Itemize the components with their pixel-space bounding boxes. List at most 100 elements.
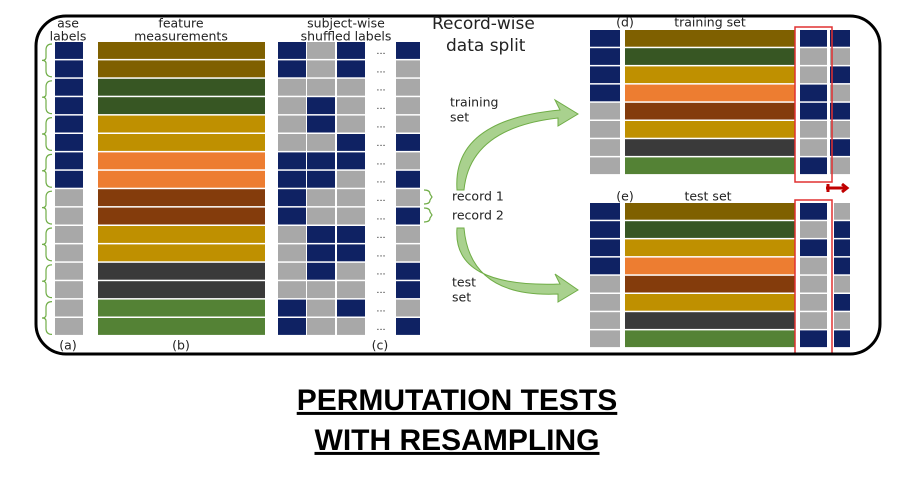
arrow-label: test	[452, 275, 476, 290]
shuffled-cell	[278, 60, 306, 78]
feature-row	[98, 299, 265, 317]
shuffled-cell	[307, 170, 335, 188]
shuffled-cell	[278, 42, 306, 59]
ellipsis: ...	[376, 247, 385, 259]
header: labels	[50, 29, 87, 44]
feature-row	[625, 30, 795, 47]
feature-row	[98, 281, 265, 299]
brace	[41, 153, 53, 188]
shuffled-cell	[278, 318, 306, 335]
shuffled-cell	[337, 115, 365, 133]
caption: PERMUTATION TESTS	[297, 384, 618, 417]
header: ase	[57, 16, 79, 31]
shuffled-cell	[307, 97, 335, 115]
shuffled-cell	[834, 330, 850, 348]
shuffled-cell	[396, 189, 420, 207]
label-cell	[590, 121, 620, 138]
shuffled-cell	[307, 78, 335, 96]
shuffled-cell	[800, 275, 827, 293]
shuffled-cell	[800, 157, 827, 175]
shuffled-cell	[337, 170, 365, 188]
shuffled-cell	[337, 42, 365, 59]
label-cell	[590, 66, 620, 84]
shuffled-cell	[337, 134, 365, 151]
panel-label: (b)	[172, 338, 190, 353]
shuffled-cell	[800, 257, 827, 275]
shuffled-cell	[396, 299, 420, 317]
label-cell	[55, 152, 83, 170]
brace	[41, 301, 53, 335]
label-cell	[55, 226, 83, 243]
shuffled-cell	[337, 78, 365, 96]
label-cell	[55, 170, 83, 188]
shuffled-cell	[307, 262, 335, 280]
arrow-label: set	[450, 110, 469, 125]
label-cell	[590, 312, 620, 329]
shuffled-cell	[396, 226, 420, 243]
shuffled-cell	[396, 78, 420, 96]
header: shuffled labels	[301, 29, 392, 44]
shuffled-cell	[337, 60, 365, 78]
feature-row	[98, 226, 265, 243]
label-cell	[55, 244, 83, 262]
highlight	[794, 199, 833, 354]
shuffled-cell	[307, 189, 335, 207]
shuffled-cell	[307, 207, 335, 225]
feature-row	[625, 84, 795, 102]
label-cell	[590, 239, 620, 257]
panel-label: (e)	[616, 189, 633, 204]
shuffled-cell	[278, 115, 306, 133]
brace	[41, 117, 53, 151]
highlight	[794, 26, 833, 183]
shuffled-cell	[800, 330, 827, 348]
label-cell	[590, 139, 620, 156]
shuffled-cell	[834, 257, 850, 275]
brace	[423, 189, 433, 205]
shuffled-cell	[800, 102, 827, 120]
shuffled-cell	[396, 97, 420, 115]
ellipsis: ...	[376, 137, 385, 149]
brace	[41, 227, 53, 262]
arrow-label: set	[452, 290, 471, 305]
feature-row	[98, 244, 265, 262]
shuffled-cell	[830, 30, 850, 47]
split-title: Record-wise	[432, 14, 535, 34]
shuffled-cell	[396, 170, 420, 188]
feature-row	[98, 207, 265, 225]
shuffled-cell	[307, 60, 335, 78]
ellipsis: ...	[376, 100, 385, 112]
ellipsis: ...	[376, 266, 385, 278]
feature-row	[625, 157, 795, 175]
label-cell	[590, 275, 620, 293]
shuffled-cell	[834, 239, 850, 257]
shuffled-cell	[278, 281, 306, 299]
brace	[41, 190, 53, 225]
feature-row	[625, 294, 795, 311]
label-cell	[55, 318, 83, 335]
swap-arrow	[826, 182, 850, 194]
shuffled-cell	[834, 221, 850, 238]
shuffled-cell	[307, 115, 335, 133]
feature-row	[625, 257, 795, 275]
shuffled-cell	[396, 244, 420, 262]
feature-row	[98, 42, 265, 59]
panel-label: (a)	[59, 338, 76, 353]
label-cell	[55, 42, 83, 59]
shuffled-cell	[278, 299, 306, 317]
panel-title: training set	[674, 15, 746, 30]
ellipsis: ...	[376, 211, 385, 223]
feature-row	[98, 262, 265, 280]
ellipsis: ...	[376, 155, 385, 167]
shuffled-cell	[396, 262, 420, 280]
shuffled-cell	[396, 42, 420, 59]
label-cell	[55, 262, 83, 280]
shuffled-cell	[834, 312, 850, 329]
ellipsis: ...	[376, 45, 385, 57]
feature-row	[98, 115, 265, 133]
label-cell	[55, 60, 83, 78]
feature-row	[98, 78, 265, 96]
label-cell	[590, 257, 620, 275]
shuffled-cell	[278, 226, 306, 243]
shuffled-cell	[278, 262, 306, 280]
label-cell	[55, 97, 83, 115]
